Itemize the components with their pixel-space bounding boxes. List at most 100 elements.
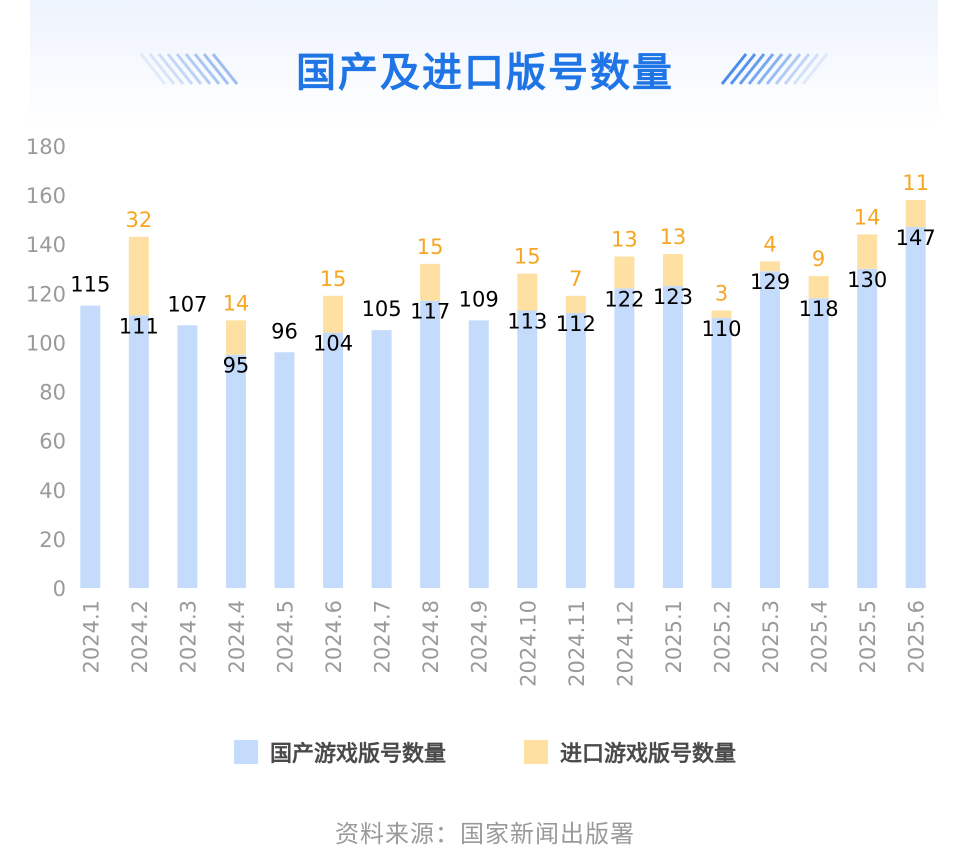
bar-imported: [517, 273, 538, 311]
data-label-imported: 9: [812, 247, 825, 271]
data-label-domestic: 122: [604, 287, 644, 311]
title-decoration-right: [720, 53, 829, 85]
bar-imported: [128, 236, 149, 316]
data-label-imported: 4: [763, 232, 776, 256]
bar-domestic: [905, 227, 926, 589]
bar-imported: [565, 295, 586, 313]
data-label-imported: 13: [660, 225, 687, 249]
data-label-domestic: 111: [119, 314, 159, 338]
data-label-domestic: 96: [271, 319, 298, 343]
data-label-imported: 13: [611, 228, 638, 252]
data-label-domestic: 110: [701, 317, 741, 341]
bar-domestic: [323, 332, 344, 588]
header-background: [30, 0, 938, 130]
x-tick-label: 2024.5: [274, 600, 298, 673]
x-tick-label: 2024.11: [565, 600, 589, 687]
data-label-domestic: 104: [313, 332, 353, 356]
y-tick-label: 100: [26, 331, 66, 355]
legend-label-imported: 进口游戏版号数量: [560, 742, 737, 767]
data-label-domestic: 115: [70, 273, 110, 297]
legend-label-domestic: 国产游戏版号数量: [269, 742, 446, 767]
data-label-imported: 14: [223, 291, 250, 315]
legend-swatch-imported: [524, 740, 548, 764]
data-label-imported: 32: [125, 208, 152, 232]
x-tick-label: 2025.3: [759, 600, 783, 673]
x-tick-label: 2024.4: [225, 600, 249, 673]
data-label-domestic: 147: [896, 226, 936, 250]
chart-title: 国产及进口版号数量: [296, 50, 674, 96]
stacked-bar-chart: 0 20 40 60 80 100 120 140 160 180 115 2024.1 32 111 20…: [26, 135, 936, 687]
data-label-imported: 11: [902, 171, 929, 195]
bar-imported: [808, 276, 829, 299]
data-label-domestic: 118: [799, 297, 839, 321]
data-label-domestic: 107: [167, 292, 207, 316]
x-tick-label: 2025.6: [905, 600, 929, 673]
bar-domestic: [420, 300, 441, 588]
x-tick-label: 2024.6: [322, 600, 346, 673]
bar-domestic: [468, 320, 489, 588]
x-tick-label: 2024.3: [176, 600, 200, 673]
y-tick-label: 60: [39, 430, 66, 454]
bar-domestic: [517, 310, 538, 588]
bar-imported: [420, 263, 441, 301]
bar-imported: [760, 261, 781, 272]
y-tick-label: 40: [39, 479, 66, 503]
bar-imported: [662, 254, 683, 286]
y-tick-label: 140: [26, 233, 66, 257]
bar-domestic: [857, 268, 878, 588]
bar-imported: [905, 200, 926, 228]
bar-domestic: [614, 288, 635, 588]
bar-domestic: [177, 325, 198, 588]
bar-domestic: [662, 285, 683, 588]
x-tick-label: 2025.5: [856, 600, 880, 673]
bar-imported: [614, 256, 635, 289]
y-tick-label: 20: [39, 528, 66, 552]
x-tick-label: 2025.1: [662, 600, 686, 673]
bar-domestic: [371, 330, 392, 588]
bar-domestic: [80, 305, 101, 588]
bar-imported: [323, 295, 344, 333]
data-label-domestic: 95: [223, 354, 250, 378]
legend-item-imported: 进口游戏版号数量: [524, 736, 736, 768]
bar-domestic: [565, 312, 586, 588]
bar-domestic: [808, 298, 829, 588]
bar-domestic: [225, 354, 246, 588]
x-tick-label: 2024.12: [613, 600, 637, 687]
y-tick-label: 0: [53, 577, 66, 601]
y-tick-label: 160: [26, 184, 66, 208]
x-tick-label: 2025.4: [808, 600, 832, 673]
x-tick-label: 2024.2: [128, 600, 152, 673]
data-label-imported: 7: [569, 267, 582, 291]
data-label-domestic: 130: [847, 268, 887, 292]
data-label-domestic: 129: [750, 270, 790, 294]
data-label-imported: 15: [320, 267, 347, 291]
bar-domestic: [711, 317, 732, 588]
bar-imported: [225, 320, 246, 355]
bar-domestic: [128, 315, 149, 588]
data-label-domestic: 112: [556, 312, 596, 336]
bar-imported: [711, 310, 732, 318]
data-label-imported: 14: [854, 205, 881, 229]
data-label-domestic: 117: [410, 300, 450, 324]
x-tick-label: 2024.1: [79, 600, 103, 673]
data-label-domestic: 109: [459, 287, 499, 311]
data-label-domestic: 105: [362, 297, 402, 321]
legend-swatch-domestic: [233, 740, 258, 764]
legend-item-domestic: 国产游戏版号数量: [233, 736, 446, 768]
data-label-imported: 15: [417, 235, 444, 259]
data-label-imported: 15: [514, 245, 541, 269]
data-label-imported: 3: [715, 282, 728, 306]
y-tick-label: 80: [39, 381, 66, 405]
y-tick-label: 120: [26, 282, 66, 306]
source-note: 资料来源：国家新闻出版署: [335, 820, 635, 848]
data-label-domestic: 123: [653, 285, 693, 309]
bar-domestic: [760, 271, 781, 588]
bar-imported: [857, 234, 878, 269]
x-tick-label: 2024.9: [468, 600, 492, 673]
x-tick-label: 2025.2: [711, 600, 735, 673]
title-decoration-left: [139, 53, 239, 85]
x-tick-label: 2024.7: [371, 600, 395, 673]
y-tick-label: 180: [26, 135, 66, 159]
bar-domestic: [274, 352, 295, 588]
